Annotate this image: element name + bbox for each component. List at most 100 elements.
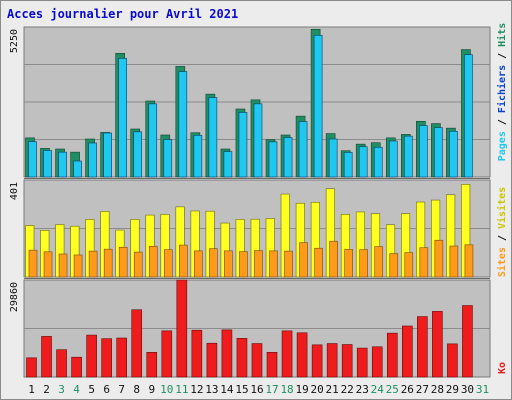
sites-bar (314, 247, 323, 278)
ko-bar (206, 342, 218, 378)
x-tick-label: 25 (386, 383, 399, 396)
x-tick-label: 10 (160, 383, 173, 396)
pages-bar (328, 138, 338, 178)
x-tick-label: 16 (250, 383, 263, 396)
pages-bar (178, 71, 188, 178)
x-tick-label: 21 (326, 383, 339, 396)
pages-bar (313, 34, 323, 178)
y-max-label: 29860 (9, 282, 20, 312)
pages-bar (298, 121, 308, 178)
pages-bar (343, 152, 353, 178)
sites-bar (284, 250, 293, 278)
x-tick-label: 26 (401, 383, 414, 396)
ko-bar (41, 336, 52, 378)
sites-bar (179, 244, 188, 278)
ko-bar (462, 305, 473, 378)
legend-sites-visites-part: Sites (496, 247, 508, 277)
x-tick-label: 8 (133, 383, 140, 396)
ko-bar (296, 332, 308, 378)
pages-bar (419, 125, 428, 178)
sites-bar (194, 250, 203, 278)
sites-bar (299, 242, 308, 278)
x-tick-label: 29 (446, 383, 459, 396)
legend-sites-visites-part: / (497, 229, 508, 247)
sites-bar (404, 252, 414, 278)
pages-bar (449, 130, 458, 178)
sites-bar (58, 253, 68, 278)
sites-bar (434, 239, 444, 278)
x-tick-label: 9 (148, 383, 155, 396)
sites-bar (269, 250, 278, 278)
x-tick-label: 11 (175, 383, 188, 396)
x-tick-label: 13 (205, 383, 218, 396)
ko-bar (447, 343, 458, 378)
ko-bar (281, 330, 293, 378)
ko-bar (251, 343, 263, 378)
x-tick-label: 5 (88, 383, 95, 396)
sites-bar (118, 246, 128, 278)
pages-bar (148, 103, 158, 178)
pages-bar (118, 58, 127, 178)
ko-bar (71, 356, 82, 378)
sites-bar (73, 254, 83, 278)
sites-bar (148, 245, 158, 278)
legend-pages-fichiers-hits-part: Fichiers (496, 65, 508, 113)
legend-pages-fichiers-hits-part: / (497, 113, 508, 131)
pages-bar (268, 141, 278, 178)
ko-bar (326, 343, 338, 378)
ko-bar (86, 334, 97, 378)
ko-bar (341, 344, 353, 378)
pages-bar (434, 127, 443, 178)
sites-bar (43, 251, 53, 278)
pages-bar (43, 150, 52, 178)
ko-bar (176, 279, 188, 378)
sites-bar (28, 249, 38, 278)
x-tick-label: 2 (43, 383, 50, 396)
legend-pages-fichiers-hits-part: Hits (496, 23, 508, 47)
sites-bar (464, 244, 474, 278)
legend-sites-visites: Sites / Visites (496, 187, 508, 277)
ko-bar (386, 332, 398, 378)
x-tick-label: 27 (416, 383, 429, 396)
sites-bar (133, 251, 143, 278)
legend-pages-fichiers-hits-part: / (497, 47, 508, 65)
ko-bar (356, 347, 368, 378)
pages-bar (373, 146, 383, 178)
ko-bar (221, 329, 233, 378)
sites-bar (359, 249, 369, 278)
ko-bar (116, 337, 127, 378)
x-tick-label: 20 (311, 383, 324, 396)
x-tick-label: 31 (476, 383, 489, 396)
pages-bar (388, 140, 398, 178)
x-tick-label: 12 (190, 383, 203, 396)
pages-bar (103, 132, 112, 178)
sites-bar (103, 248, 113, 278)
sites-bar (419, 247, 429, 278)
ko-bar (146, 352, 158, 378)
pages-bar (404, 135, 413, 178)
ko-bar (26, 357, 37, 378)
x-tick-label: 22 (341, 383, 354, 396)
legend-sites-visites-part: Visites (496, 187, 508, 229)
x-tick-label: 24 (371, 383, 385, 396)
pages-bar (238, 112, 248, 178)
chart-title: Acces journalier pour Avril 2021 (7, 7, 239, 21)
legend-ko: Ko (497, 362, 508, 374)
sites-bar (224, 250, 233, 278)
pages-bar (163, 139, 173, 178)
y-max-label: 401 (9, 182, 20, 200)
ko-bar (236, 338, 248, 378)
sites-bar (209, 248, 218, 278)
x-tick-label: 7 (118, 383, 125, 396)
sites-bar (344, 249, 353, 278)
x-tick-label: 4 (73, 383, 80, 396)
ko-bar (191, 329, 203, 378)
sites-bar (329, 240, 338, 278)
x-tick-label: 17 (265, 383, 278, 396)
x-tick-label: 1 (28, 383, 35, 396)
pages-bar (358, 146, 368, 178)
sites-bar (449, 245, 459, 278)
sites-bar (239, 251, 248, 278)
sites-bar (88, 250, 98, 278)
